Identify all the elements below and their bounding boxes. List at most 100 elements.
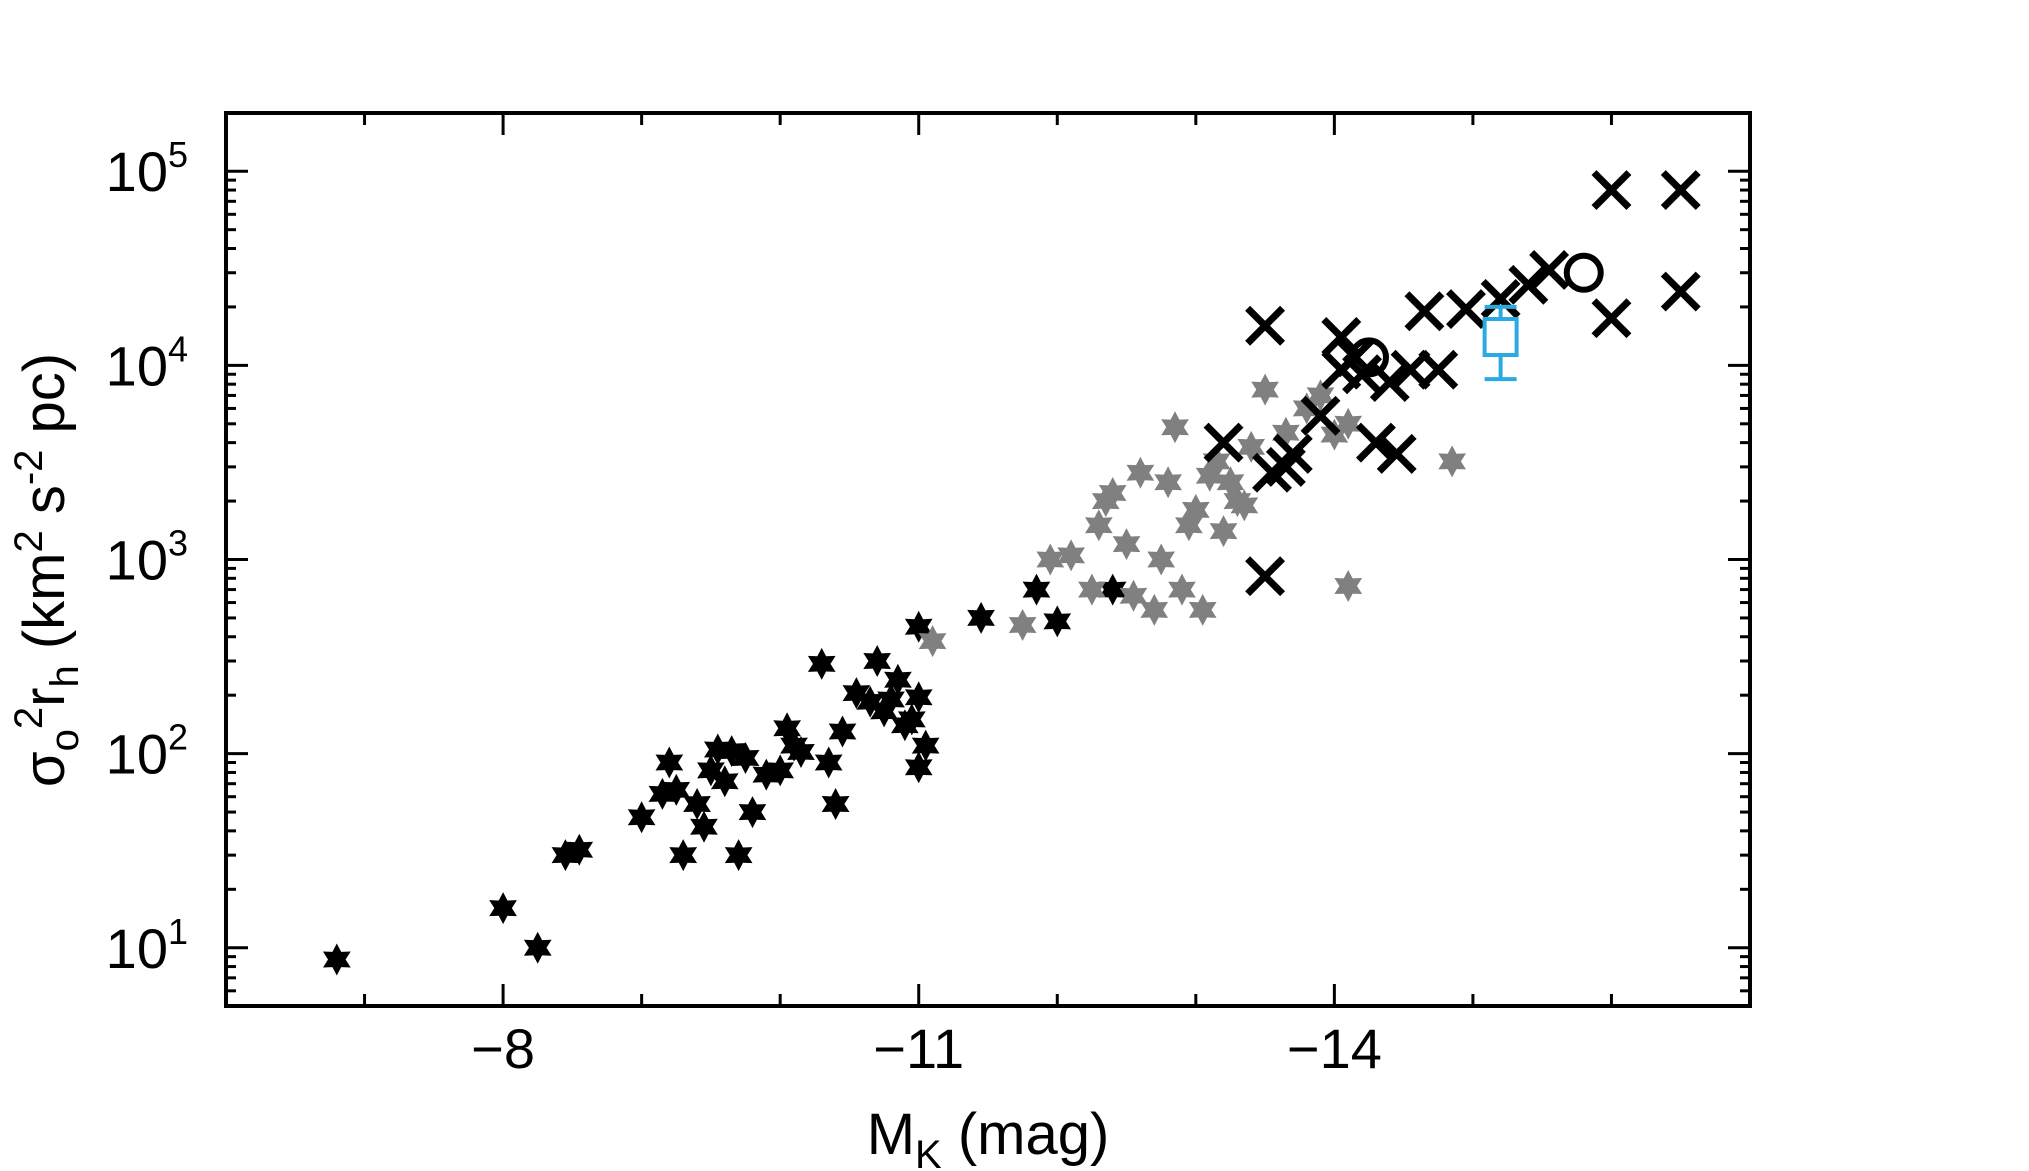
y-tick-label-exponent: 3: [168, 523, 188, 564]
star-marker: [1036, 543, 1065, 576]
star-marker: [1216, 466, 1245, 499]
star-marker: [877, 683, 905, 716]
star-marker: [1098, 477, 1127, 509]
star-marker: [1022, 573, 1051, 606]
y-title-sub-o: o: [43, 729, 87, 751]
y-tick-label-exponent: 4: [168, 328, 188, 369]
cross-stroke: [1446, 289, 1486, 330]
star-marker: [697, 754, 725, 787]
star-marker: [1272, 416, 1300, 449]
cross-marker: [1203, 422, 1244, 463]
circle-marker: [1563, 252, 1604, 293]
cross-stroke: [1245, 556, 1286, 597]
cross-marker: [1446, 289, 1486, 330]
star-marker: [1078, 573, 1106, 606]
x-tick-label: −11: [873, 1017, 964, 1080]
star-marker: [863, 645, 891, 677]
x-axis-title-unit: (mag): [942, 1102, 1110, 1167]
cross-marker: [1390, 349, 1431, 390]
cross-marker: [1508, 264, 1549, 305]
y-tick-label: 105: [106, 134, 188, 203]
y-tick-label-base: 10: [106, 917, 168, 980]
series-black-stars: [323, 573, 1127, 976]
star-marker: [683, 788, 711, 820]
star-marker: [1140, 593, 1169, 626]
y-tick-label: 102: [106, 717, 188, 786]
x-tick-labels: −8 −11 −14: [471, 1017, 1382, 1080]
star-marker: [669, 839, 698, 872]
cross-marker: [1418, 349, 1459, 390]
cross-stroke: [1300, 395, 1341, 436]
y-tick-label: 101: [106, 911, 188, 980]
star-marker: [704, 733, 732, 766]
x-axis-title-main: M: [867, 1102, 915, 1167]
star-marker: [627, 801, 656, 834]
star-marker: [904, 751, 933, 784]
y-tick-label-exponent: 1: [168, 911, 188, 952]
y-title-sub-h: h: [43, 665, 87, 687]
series-crosses: [1203, 170, 1701, 597]
cross-marker: [1529, 250, 1570, 290]
star-marker: [752, 758, 781, 791]
cross-stroke: [1660, 170, 1701, 211]
star-marker: [1098, 573, 1127, 606]
star-marker: [1182, 493, 1210, 526]
star-marker: [1306, 379, 1335, 412]
y-tick-label-base: 10: [106, 334, 168, 397]
star-marker: [690, 810, 718, 843]
star-marker: [904, 681, 933, 714]
x-axis-title: MK (mag): [867, 1102, 1110, 1171]
star-marker: [967, 601, 995, 634]
star-marker: [717, 735, 746, 768]
star-marker: [904, 610, 933, 643]
cross-stroke: [1355, 422, 1396, 463]
cross-stroke: [1660, 271, 1701, 312]
cross-stroke: [1529, 250, 1570, 290]
star-marker: [911, 729, 940, 762]
star-marker: [1057, 539, 1085, 572]
star-marker: [773, 712, 801, 745]
series-open-circles: [1349, 252, 1604, 378]
star-marker: [1209, 515, 1238, 548]
cross-stroke: [1418, 349, 1459, 390]
cross-stroke: [1321, 317, 1362, 357]
star-marker: [323, 943, 351, 976]
star-marker: [1334, 570, 1363, 602]
star-marker: [1043, 605, 1072, 638]
star-marker: [655, 746, 684, 779]
cross-marker: [1272, 433, 1313, 474]
star-marker: [1237, 430, 1266, 463]
star-marker: [814, 746, 843, 779]
y-axis-title: σo2rh (km2 s-2 pc): [7, 353, 87, 787]
x-axis-title-sub: K: [915, 1133, 942, 1171]
star-marker: [1175, 509, 1203, 542]
y-title-r: r: [12, 688, 77, 707]
star-marker: [1251, 373, 1279, 406]
star-marker: [918, 625, 947, 658]
star-marker: [710, 765, 739, 798]
y-title-sup-2: 2: [7, 707, 51, 729]
cross-marker: [1591, 170, 1632, 211]
star-marker: [1195, 459, 1224, 492]
star-marker: [787, 736, 815, 768]
y-title-open: (km: [12, 553, 77, 666]
star-marker: [1161, 411, 1189, 444]
star-marker: [523, 931, 552, 964]
star-marker: [731, 742, 760, 774]
y-tick-label-base: 10: [106, 140, 168, 203]
y-tick-label-base: 10: [106, 529, 168, 592]
star-marker: [842, 677, 871, 710]
y-title-sup-km: 2: [7, 530, 51, 552]
y-title-sigma: σ: [12, 751, 77, 787]
star-marker: [1292, 392, 1321, 425]
star-marker: [821, 788, 850, 820]
cross-marker: [1660, 271, 1701, 312]
star-marker: [807, 647, 836, 680]
star-marker: [856, 685, 885, 718]
cross-marker: [1404, 291, 1445, 332]
star-marker: [1438, 445, 1466, 478]
star-marker: [1091, 485, 1120, 518]
cross-marker: [1321, 317, 1362, 357]
